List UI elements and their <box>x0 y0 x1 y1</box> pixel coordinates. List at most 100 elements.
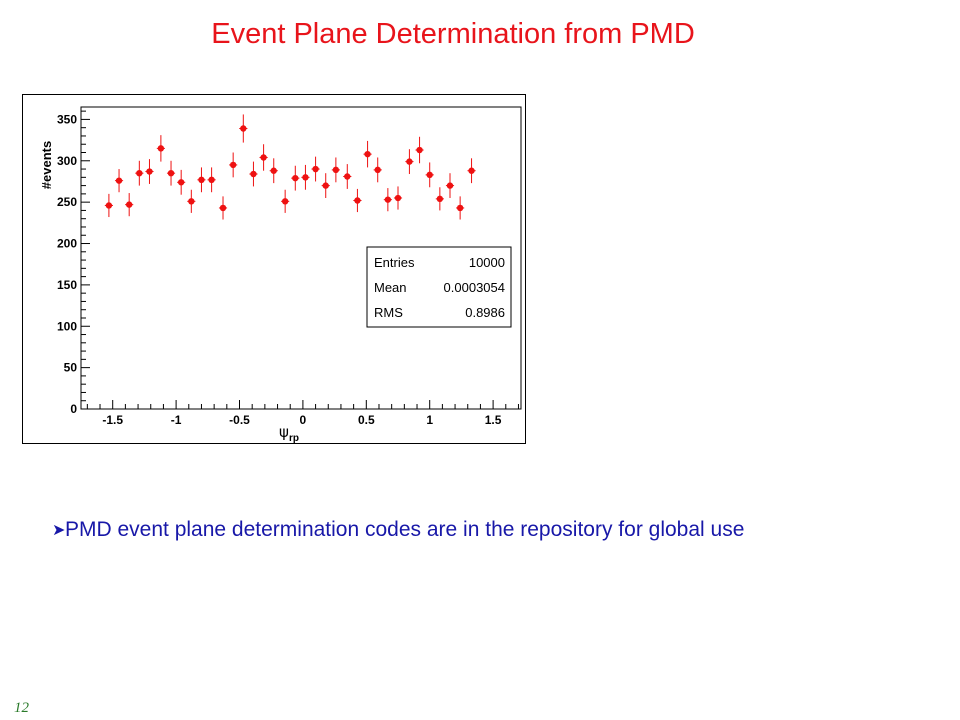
point-marker <box>354 197 361 204</box>
x-tick-label: -0.5 <box>229 413 250 427</box>
x-tick-label: 1 <box>426 413 433 427</box>
point-marker <box>344 173 351 180</box>
data-point <box>197 167 206 193</box>
stats-box: Entries 10000 Mean 0.0003054 RMS 0.8986 <box>366 246 512 328</box>
y-axis: 0 50 100 150 200 250 300 350 <box>57 110 90 416</box>
point-marker <box>198 176 205 184</box>
data-point <box>207 167 216 193</box>
x-tick-label: 0.5 <box>358 413 375 427</box>
data-point <box>259 144 268 171</box>
y-tick-label: 200 <box>57 237 77 251</box>
arrow-bullet-icon: ➤ <box>52 522 66 539</box>
point-marker <box>260 154 267 161</box>
point-marker <box>426 171 433 179</box>
data-point <box>187 189 196 213</box>
data-point <box>104 193 113 218</box>
y-tick-label: 300 <box>57 154 77 168</box>
stats-mean-label: Mean <box>374 280 407 295</box>
stats-box-frame <box>366 246 512 328</box>
plot-area <box>80 106 522 410</box>
point-marker <box>240 125 247 132</box>
data-point <box>393 186 403 210</box>
point-marker <box>125 201 133 208</box>
data-point <box>343 164 352 189</box>
data-point <box>145 159 154 184</box>
x-axis-label-subscript: rp <box>289 433 299 444</box>
data-point <box>425 162 434 188</box>
slide-number: 12 <box>14 700 29 716</box>
stats-rms-value: 0.8986 <box>465 305 505 320</box>
data-point <box>281 189 290 213</box>
x-axis-label: ψrp <box>279 423 299 444</box>
point-marker <box>157 145 165 152</box>
data-point <box>249 161 258 187</box>
stats-entries-label: Entries <box>374 255 415 270</box>
point-marker <box>219 204 227 212</box>
y-tick-label: 100 <box>57 319 77 333</box>
data-point <box>218 196 228 220</box>
data-point <box>311 156 320 182</box>
point-marker <box>468 167 475 174</box>
y-axis-label: #events <box>39 141 54 189</box>
data-point <box>456 196 465 220</box>
stats-mean-value: 0.0003054 <box>444 280 505 295</box>
point-marker <box>188 198 195 205</box>
point-marker <box>115 177 123 184</box>
point-marker <box>322 182 329 189</box>
x-tick-label: -1 <box>171 413 182 427</box>
point-marker <box>167 169 175 177</box>
plot-area-frame <box>80 106 522 410</box>
data-point <box>291 165 300 191</box>
data-point <box>301 164 310 190</box>
x-tick-label: -1.5 <box>102 413 123 427</box>
bullet-text: PMD event plane determination codes are … <box>65 518 745 541</box>
data-point <box>445 173 455 199</box>
point-marker <box>394 194 402 202</box>
data-point <box>156 135 165 162</box>
data-point <box>177 169 186 195</box>
data-point <box>331 157 340 183</box>
data-point <box>135 160 144 186</box>
y-tick-label: 250 <box>57 195 77 209</box>
point-marker <box>406 158 413 165</box>
x-tick-label: 0 <box>300 413 307 427</box>
point-marker <box>229 161 237 169</box>
data-point <box>229 152 238 178</box>
point-marker <box>281 198 289 205</box>
point-marker <box>384 196 392 203</box>
point-marker <box>436 195 444 203</box>
point-marker <box>250 170 257 178</box>
x-axis-label-symbol: ψ <box>279 423 289 441</box>
y-tick-label: 350 <box>57 112 77 126</box>
point-marker <box>292 174 299 182</box>
y-tick-label: 50 <box>64 361 78 375</box>
point-marker <box>136 169 143 177</box>
x-axis: -1.5 -1 -0.5 0 0.5 1 1.5 <box>86 400 519 427</box>
point-marker <box>374 166 381 174</box>
data-point <box>415 136 424 164</box>
data-point <box>239 114 248 143</box>
data-points <box>104 114 476 220</box>
stats-rms-label: RMS <box>374 305 403 320</box>
histogram-panel: 0 50 100 150 200 250 300 350 -1.5 -1 -0.5 0 0.5 1 1.5… <box>22 94 526 444</box>
data-point <box>114 169 124 193</box>
data-point <box>269 158 278 184</box>
data-point <box>373 157 382 183</box>
data-point <box>405 149 414 175</box>
point-marker <box>208 176 215 184</box>
data-point <box>467 158 476 184</box>
y-tick-label: 150 <box>57 278 77 292</box>
point-marker <box>416 146 423 154</box>
point-marker <box>446 182 454 189</box>
data-point <box>435 187 444 211</box>
data-point <box>363 140 372 168</box>
histogram-chart: 0 50 100 150 200 250 300 350 -1.5 -1 -0.5 0 0.5 1 1.5… <box>39 106 522 444</box>
bullet-point: ➤PMD event plane determination codes are… <box>52 518 744 542</box>
point-marker <box>302 174 309 181</box>
data-point <box>166 160 176 186</box>
point-marker <box>146 168 153 175</box>
data-point <box>321 173 330 199</box>
y-tick-label: 0 <box>70 402 77 416</box>
point-marker <box>312 165 319 173</box>
point-marker <box>177 179 185 186</box>
